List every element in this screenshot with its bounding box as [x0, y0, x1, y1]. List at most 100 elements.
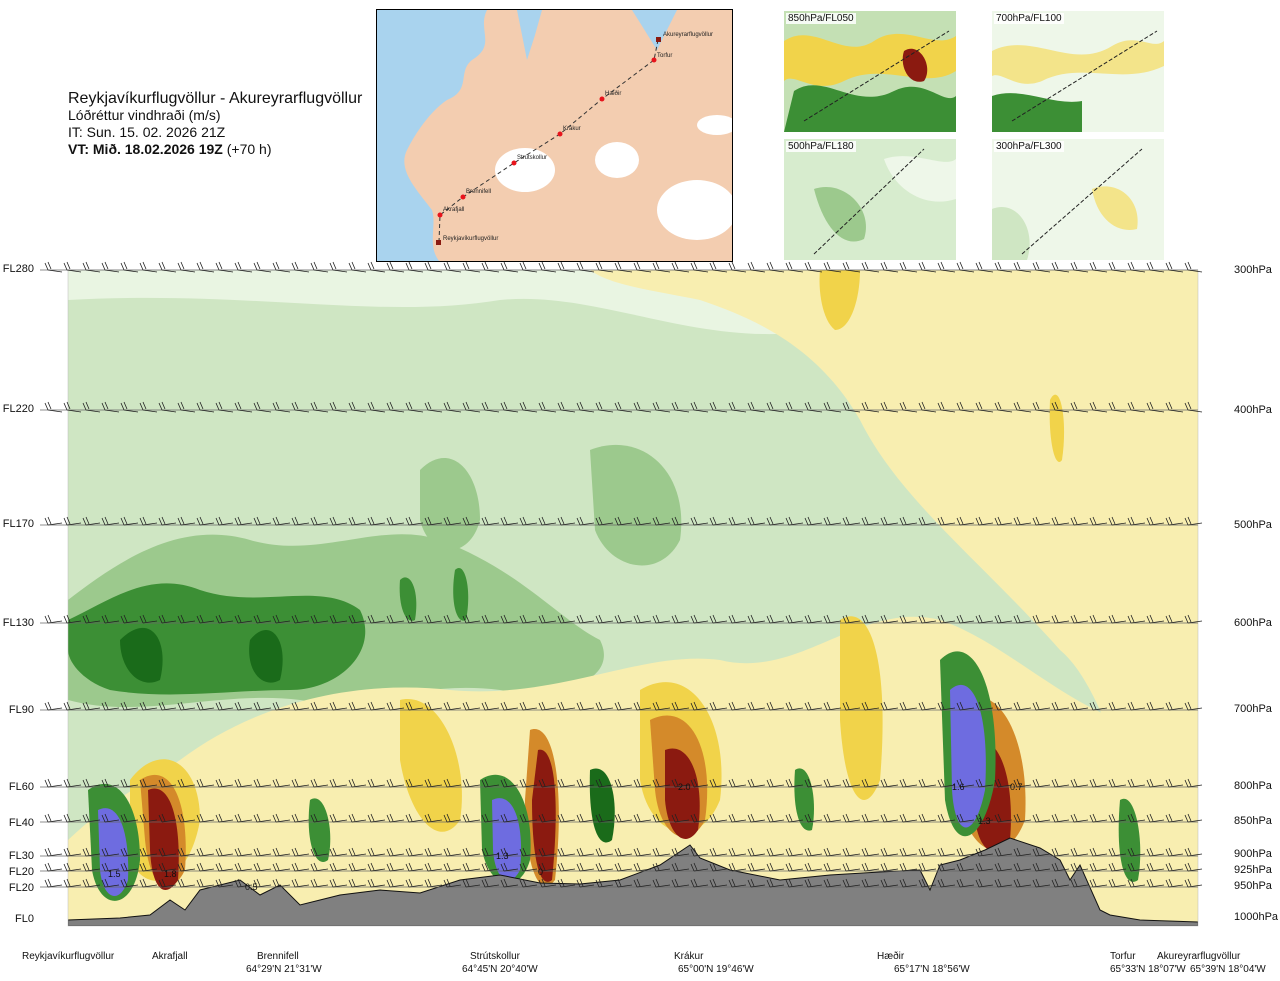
wind-barb: [272, 813, 291, 823]
fl-label: FL130: [2, 617, 34, 629]
wind-barb: [747, 778, 766, 788]
wind-barb: [101, 778, 120, 788]
wind-barb: [918, 614, 937, 624]
wind-barb: [861, 516, 880, 526]
wind-barb: [386, 516, 405, 526]
wind-barb: [1165, 862, 1184, 872]
wind-barb: [595, 516, 614, 526]
wind-barb: [899, 847, 918, 857]
wind-barb: [367, 778, 386, 788]
wind-barb: [272, 516, 291, 526]
wind-barb: [253, 862, 272, 872]
wind-barb: [899, 614, 918, 624]
wind-barb: [1089, 813, 1108, 823]
wind-barb: [614, 614, 633, 624]
wind-barb: [120, 516, 139, 526]
wind-barb: [899, 516, 918, 526]
wind-barb: [766, 878, 785, 888]
wind-barb: [158, 862, 177, 872]
location-name: Torfur: [1110, 951, 1136, 962]
wind-barb: [861, 614, 880, 624]
wind-barb: [63, 701, 82, 711]
wind-barb: [253, 401, 272, 413]
wind-barb: [405, 862, 424, 872]
wind-barb: [234, 401, 253, 413]
wind-barb: [481, 847, 500, 857]
wind-barb: [1070, 813, 1089, 823]
wind-barb: [1127, 614, 1146, 624]
wind-barb: [1051, 516, 1070, 526]
wind-barb: [82, 862, 101, 872]
value-label: 1.3: [978, 816, 991, 826]
wind-barb: [272, 847, 291, 857]
wind-barb: [709, 847, 728, 857]
wind-barb: [747, 847, 766, 857]
wind-barb: [956, 261, 975, 273]
wind-barb: [633, 401, 652, 413]
wind-barb: [823, 847, 842, 857]
wind-barb: [272, 261, 291, 273]
wind-barb: [481, 401, 500, 413]
wind-barb: [291, 401, 310, 413]
wind-barb: [519, 878, 538, 888]
wind-barb: [386, 813, 405, 823]
map-label-strutskollur: Strútskollur: [517, 155, 547, 161]
fl-label: FL220: [2, 403, 34, 415]
wind-barb: [576, 778, 595, 788]
wind-barb: [82, 614, 101, 624]
wind-barb: [842, 778, 861, 788]
wind-barb: [1165, 778, 1184, 788]
wind-barb: [804, 878, 823, 888]
wind-barb: [861, 813, 880, 823]
wind-barb: [975, 878, 994, 888]
wind-barb: [253, 813, 272, 823]
wind-barb: [424, 778, 443, 788]
wind-barb: [709, 701, 728, 711]
wind-barb: [272, 778, 291, 788]
wind-barb: [1108, 261, 1127, 273]
wind-barb: [994, 261, 1013, 273]
wind-barb: [310, 701, 329, 711]
valid-time: VT: Mið. 18.02.2026 19Z (+70 h): [68, 141, 272, 157]
wind-barb: [1127, 878, 1146, 888]
wind-barb: [386, 878, 405, 888]
wind-barb: [500, 847, 519, 857]
wind-barb: [101, 614, 120, 624]
wind-barb: [690, 847, 709, 857]
wind-barb: [462, 847, 481, 857]
wind-barb: [519, 813, 538, 823]
wind-barb: [728, 813, 747, 823]
wind-barb: [139, 813, 158, 823]
wind-barb: [215, 701, 234, 711]
panel-850hpa-label: 850hPa/FL050: [786, 13, 856, 24]
wind-barb: [538, 878, 557, 888]
wind-barb: [177, 862, 196, 872]
wind-barb: [690, 401, 709, 413]
wind-barb: [975, 813, 994, 823]
wind-barb: [519, 261, 538, 273]
wind-barb: [215, 614, 234, 624]
wind-barb: [386, 261, 405, 273]
wind-barb: [785, 701, 804, 711]
wind-barb: [823, 401, 842, 413]
wind-barb: [766, 813, 785, 823]
wind-barb: [975, 401, 994, 413]
wind-barb: [728, 401, 747, 413]
wind-barb: [538, 813, 557, 823]
wind-barb: [652, 701, 671, 711]
wind-barb: [899, 701, 918, 711]
wind-barb: [823, 813, 842, 823]
wind-barb: [1089, 701, 1108, 711]
wind-barb: [842, 847, 861, 857]
wind-barb: [1146, 516, 1165, 526]
wind-barb: [1051, 813, 1070, 823]
wind-barb: [538, 261, 557, 273]
wind-barb: [576, 813, 595, 823]
wind-barb: [139, 878, 158, 888]
wind-barb: [481, 778, 500, 788]
wind-barb: [1165, 401, 1184, 413]
wind-barb: [348, 701, 367, 711]
wind-barb: [576, 516, 595, 526]
wind-barb: [937, 261, 956, 273]
location-coord: 64°45'N 20°40'W: [462, 964, 538, 975]
